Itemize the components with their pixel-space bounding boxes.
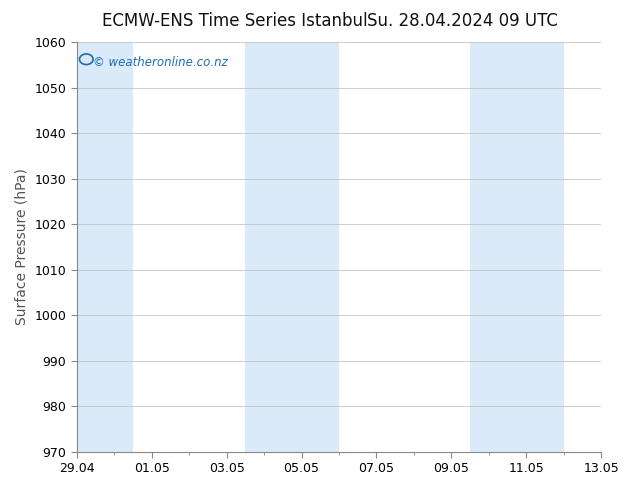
Bar: [564, 42, 601, 452]
Bar: [339, 42, 470, 452]
Y-axis label: Surface Pressure (hPa): Surface Pressure (hPa): [15, 169, 29, 325]
Bar: [245, 42, 339, 452]
Text: Su. 28.04.2024 09 UTC: Su. 28.04.2024 09 UTC: [367, 12, 559, 30]
Bar: [77, 42, 133, 452]
Text: © weatheronline.co.nz: © weatheronline.co.nz: [93, 56, 228, 70]
Text: ECMW-ENS Time Series Istanbul: ECMW-ENS Time Series Istanbul: [102, 12, 367, 30]
Bar: [133, 42, 245, 452]
Bar: [470, 42, 564, 452]
